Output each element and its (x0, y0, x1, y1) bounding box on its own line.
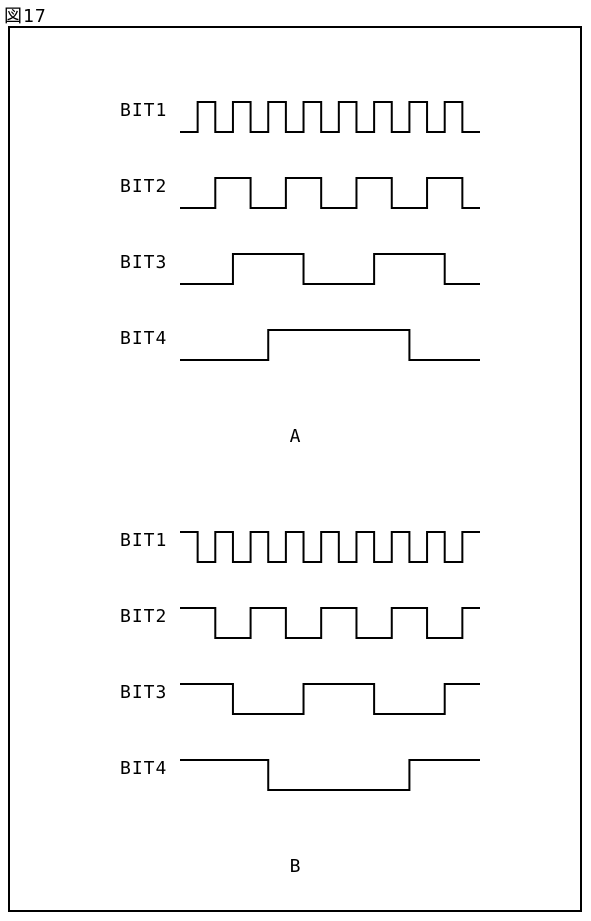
timing-row-A-bit3: BIT3 (10, 238, 580, 286)
waveform (180, 162, 480, 210)
bit-label: BIT3 (120, 252, 167, 273)
timing-row-B-bit1: BIT1 (10, 516, 580, 564)
bit-label: BIT1 (120, 530, 167, 551)
diagram-frame: BIT1 BIT2 BIT3 BIT4 A BIT1 BIT2 BIT3 BIT4 B (8, 26, 582, 912)
bit-label: BIT4 (120, 758, 167, 779)
timing-row-A-bit1: BIT1 (10, 86, 580, 134)
section-label-A: A (10, 426, 580, 447)
timing-row-B-bit4: BIT4 (10, 744, 580, 792)
waveform (180, 744, 480, 792)
waveform (180, 668, 480, 716)
waveform (180, 86, 480, 134)
bit-label: BIT1 (120, 100, 167, 121)
waveform (180, 314, 480, 362)
figure-label: 図17 (4, 2, 47, 28)
timing-row-B-bit2: BIT2 (10, 592, 580, 640)
section-label-B: B (10, 856, 580, 877)
bit-label: BIT3 (120, 682, 167, 703)
page: 図17 BIT1 BIT2 BIT3 BIT4 A BIT1 BIT2 BIT3 BIT4 B (0, 0, 591, 921)
timing-row-A-bit2: BIT2 (10, 162, 580, 210)
timing-row-B-bit3: BIT3 (10, 668, 580, 716)
bit-label: BIT2 (120, 606, 167, 627)
waveform (180, 516, 480, 564)
timing-row-A-bit4: BIT4 (10, 314, 580, 362)
bit-label: BIT4 (120, 328, 167, 349)
bit-label: BIT2 (120, 176, 167, 197)
waveform (180, 238, 480, 286)
waveform (180, 592, 480, 640)
